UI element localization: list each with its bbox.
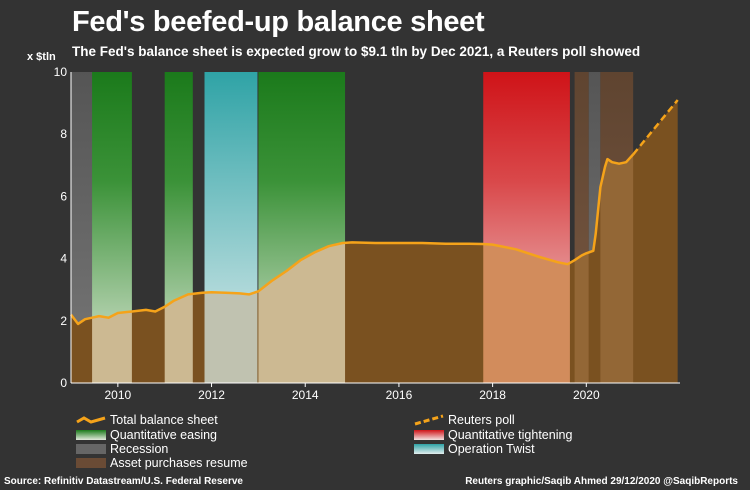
chart-subtitle: The Fed's balance sheet is expected grow…	[72, 44, 641, 59]
chart-title: Fed's beefed-up balance sheet	[72, 6, 485, 38]
x-tick-label: 2010	[104, 388, 131, 402]
source-note: Source: Refinitiv Datastream/U.S. Federa…	[4, 476, 243, 487]
band-recession-6	[588, 72, 601, 383]
x-tick-label: 2020	[573, 388, 600, 402]
y-tick-label: 8	[60, 127, 67, 141]
series-total-line	[70, 153, 635, 326]
band-recession-1	[71, 72, 93, 383]
y-tick-label: 4	[60, 252, 67, 266]
x-tick-label: 2016	[386, 388, 413, 402]
y-tick-label: 6	[60, 189, 67, 203]
x-tick-label: 2018	[479, 388, 506, 402]
balance-lines	[70, 99, 679, 326]
x-tick-label: 2014	[292, 388, 319, 402]
y-tick-label: 0	[60, 376, 67, 390]
x-tick-label: 2012	[198, 388, 225, 402]
axes: 0 2 4 6 8 10 2010 2012 2014 2016 2018 2020	[54, 65, 680, 402]
credit-note: Reuters graphic/Saqib Ahmed 29/12/2020 @…	[465, 476, 738, 487]
y-tick-label: 10	[54, 65, 68, 79]
y-axis-unit: x $tln	[27, 51, 56, 63]
y-tick-label: 2	[60, 314, 67, 328]
series-poll-line	[632, 99, 679, 156]
